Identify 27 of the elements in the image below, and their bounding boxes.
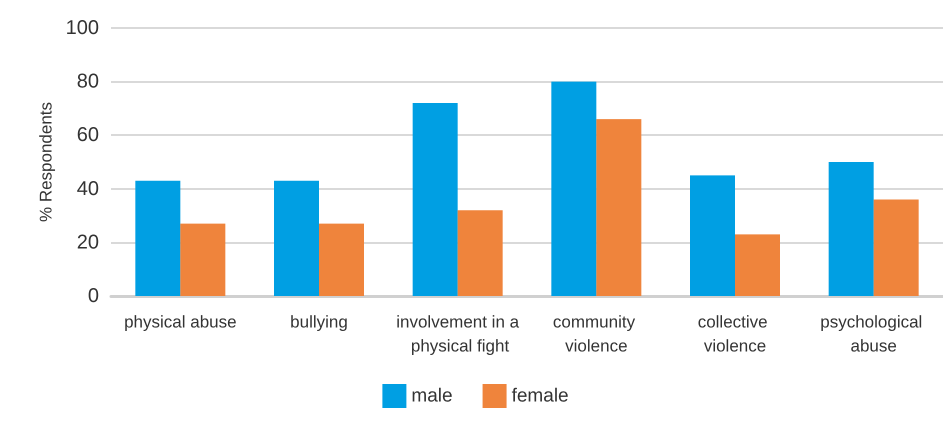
bar [828,162,874,296]
x-tick-label: collective violence [698,312,772,356]
x-tick-label: physical abuse [124,312,237,332]
bar [596,119,642,296]
x-tick-label: involvement in a physical fight [396,312,520,356]
y-tick-label: 80 [76,70,99,93]
y-axis-title: % Respondents [36,102,56,222]
y-tick-label: 0 [88,285,99,307]
bar [458,210,503,296]
bar [690,175,735,296]
bar [874,200,919,296]
x-tick-label: psychological abuse [820,312,928,356]
bar [274,180,319,296]
bar [180,224,226,296]
bar [412,103,458,296]
x-tick-label: community violence [552,312,640,356]
legend-label: male [411,386,453,406]
y-tick-label: 20 [76,231,99,254]
x-tick-label: bullying [290,312,348,332]
bar [551,82,596,296]
bar [135,180,180,296]
bar [319,224,364,296]
y-tick-label: 40 [76,178,99,200]
y-tick-label: 60 [76,124,99,146]
y-tick-label: 100 [66,17,99,39]
legend-label: female [512,386,569,406]
bar [735,234,780,296]
